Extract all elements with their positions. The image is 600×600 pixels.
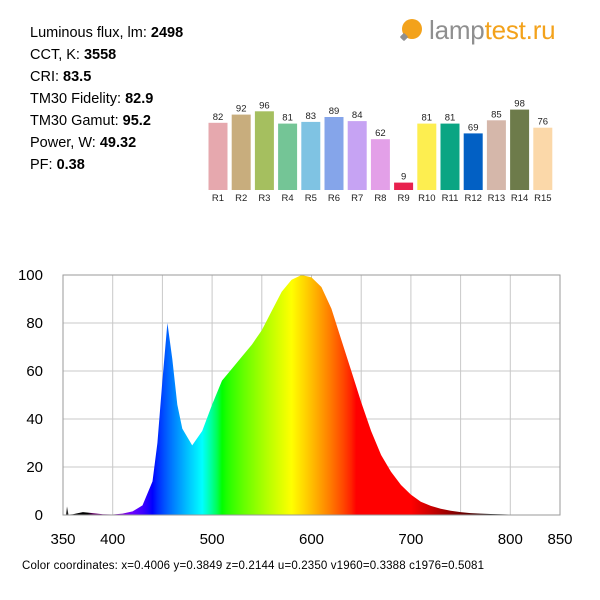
color-coordinates: Color coordinates: x=0.4006 y=0.3849 z=0… [22,560,485,572]
cri-bar-label: R13 [488,193,505,204]
spectrum-chart: 100 80 60 40 20 0 350 400 500 600 700 800 850 [18,267,573,548]
logo-text-test-ru: test.ru [484,14,556,45]
metric-value: 49.32 [99,135,137,151]
metric-label: CCT, K: [30,47,84,63]
metric-value: 82.9 [125,91,154,107]
cri-bar [370,139,390,190]
cri-bar [417,123,437,190]
y-tick-label: 80 [26,315,43,332]
cri-bar [208,122,228,190]
spectrum-area [63,275,560,515]
cri-bar-value: 81 [282,113,293,124]
x-tick-label: 800 [498,531,523,548]
metric-value: 83.5 [63,69,92,85]
metric-label: Power, W: [30,135,100,151]
cri-bar [440,123,460,190]
cri-bar-label: R12 [464,193,481,204]
metric-row: CCT, K: 3558 [30,44,183,66]
metric-row: Power, W: 49.32 [30,132,183,154]
metric-value: 95.2 [122,113,151,129]
y-tick-label: 100 [18,267,43,284]
cri-bar [463,133,483,190]
cri-bar [301,121,321,190]
lamp-bulb-icon [400,19,422,41]
cri-bar [278,123,298,190]
metric-label: PF: [30,157,57,173]
plot-frame [62,274,561,516]
metric-label: Luminous flux, lm: [30,25,151,41]
x-tick-label: 400 [100,531,125,548]
x-tick-label: 350 [50,531,75,548]
cri-bar-label: R2 [235,193,247,204]
cri-bar-value: 81 [445,113,456,124]
metric-row: TM30 Fidelity: 82.9 [30,88,183,110]
metric-value: 0.38 [56,157,85,173]
cri-bar-label: R14 [511,193,528,204]
cri-bar-label: R6 [328,193,340,204]
cri-bar-label: R11 [442,193,459,204]
metric-row: TM30 Gamut: 95.2 [30,110,183,132]
cri-bar-label: R4 [282,193,294,204]
logo[interactable]: lamptest.ru [398,12,556,48]
metric-label: CRI: [30,69,64,85]
x-tick-label: 700 [398,531,423,548]
cri-bar-label: R15 [534,193,551,204]
x-tick-label: 600 [299,531,324,548]
x-tick-label: 850 [547,531,572,548]
logo-text-lamp: lamp [429,14,485,45]
cri-bar-value: 69 [468,122,479,133]
metric-label: TM30 Gamut: [30,113,123,129]
cri-bar-value: 84 [352,110,363,121]
cri-bar-value: 83 [306,111,317,122]
cri-bar-label: R9 [398,193,410,204]
metrics-panel: Luminous flux, lm: 2498 CCT, K: 3558 CRI: … [30,22,183,176]
cri-bar-label: R8 [374,193,386,204]
metric-row: CRI: 83.5 [30,66,183,88]
y-tick-label: 0 [35,507,43,524]
cri-bar [347,121,367,190]
metric-value: 2498 [150,25,184,41]
cri-bar [394,182,414,190]
cri-bar-value: 89 [329,106,340,117]
x-tick-label: 500 [200,531,225,548]
cri-bar-chart: 82 R1 92 R2 96 R3 81 R4 83 R5 89 R6 84 R7 62 R8 9 R9 81 R10… [208,99,553,204]
cri-bar-label: R7 [351,193,363,204]
cri-bar-label: R1 [212,193,224,204]
cri-bar-label: R5 [305,193,317,204]
cri-bar [231,114,251,190]
cri-bar [510,109,530,190]
metric-value: 3558 [83,47,117,63]
y-tick-label: 40 [26,411,43,428]
cri-bar-value: 62 [375,128,386,139]
spectrum-spike [66,506,69,515]
cri-bar-value: 9 [401,172,406,183]
metric-row: Luminous flux, lm: 2498 [30,22,183,44]
cri-bar-label: R10 [418,193,435,204]
logo-text: lamptest.ru [429,14,556,46]
cri-bar-value: 96 [259,100,270,111]
cri-bar-value: 98 [514,99,525,110]
cri-bar [324,117,344,190]
cri-bar-value: 82 [213,112,224,123]
y-tick-label: 20 [26,459,43,476]
cri-bar [533,127,553,190]
cri-bar-value: 92 [236,104,247,115]
y-tick-label: 60 [26,363,43,380]
cri-bar [486,120,506,190]
cri-bar-value: 85 [491,109,502,120]
cri-bar-value: 81 [422,113,433,124]
metric-row: PF: 0.38 [30,154,183,176]
cri-bar [254,111,274,190]
cri-bar-value: 76 [538,117,549,128]
metric-label: TM30 Fidelity: [30,91,126,107]
cri-bar-label: R3 [258,193,270,204]
